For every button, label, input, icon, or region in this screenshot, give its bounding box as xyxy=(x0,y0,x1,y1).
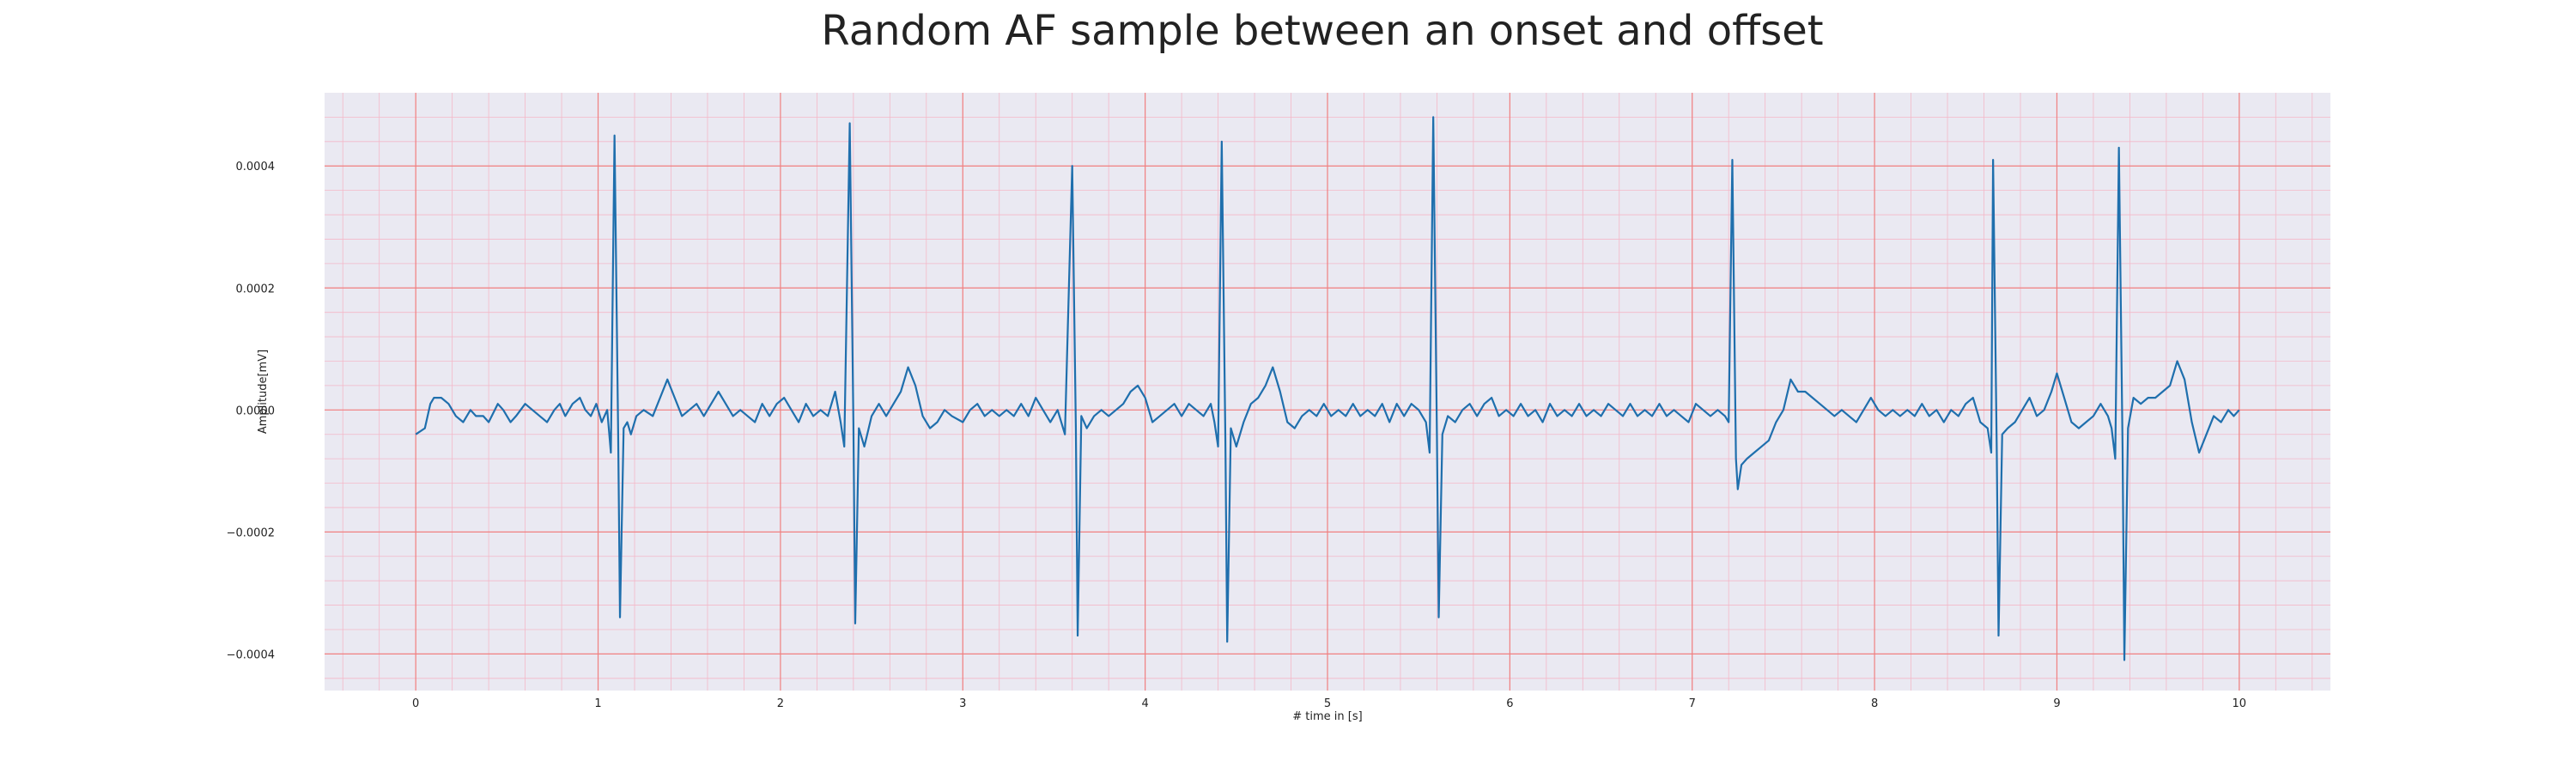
x-tick-label: 1 xyxy=(594,697,601,710)
y-tick-label: 0.0000 xyxy=(236,405,276,417)
series-layer xyxy=(415,116,2240,661)
x-tick-label: 2 xyxy=(777,697,784,710)
y-tick-label: −0.0004 xyxy=(227,648,275,661)
y-axis-ticks: −0.0004 −0.0002 0.0000 0.0002 0.0004 xyxy=(227,161,275,661)
x-tick-label: 6 xyxy=(1506,697,1513,710)
x-tick-label: 8 xyxy=(1871,697,1878,710)
x-tick-label: 9 xyxy=(2053,697,2060,710)
y-tick-label: 0.0002 xyxy=(236,283,276,295)
x-axis-label: # time in [s] xyxy=(1292,710,1362,723)
ecg-series-line xyxy=(415,116,2240,661)
x-tick-label: 0 xyxy=(412,697,419,710)
x-tick-label: 4 xyxy=(1141,697,1148,710)
x-axis-ticks: 0 1 2 3 4 5 6 7 8 9 10 xyxy=(412,697,2246,710)
y-tick-label: 0.0004 xyxy=(236,161,276,173)
x-tick-label: 10 xyxy=(2233,697,2247,710)
x-tick-label: 7 xyxy=(1689,697,1696,710)
y-axis-label: Amplitude[mV] xyxy=(257,350,270,434)
x-tick-label: 3 xyxy=(959,697,966,710)
y-tick-label: −0.0002 xyxy=(227,526,275,539)
chart-title: Random AF sample between an onset and of… xyxy=(821,7,1823,55)
x-tick-label: 5 xyxy=(1324,697,1331,710)
